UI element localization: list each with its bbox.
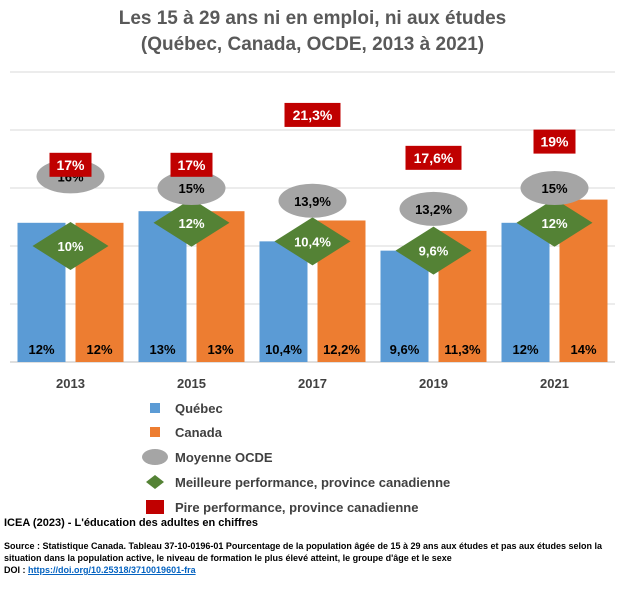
data-label-quebec: 12% [512, 342, 538, 357]
data-label-canada: 12,2% [323, 342, 360, 357]
x-tick-label: 2013 [56, 376, 85, 391]
credit-line: ICEA (2023) - L'éducation des adultes en… [4, 517, 259, 529]
source-line-1: Source : Statistique Canada. Tableau 37-… [4, 541, 603, 551]
marker-best [395, 226, 472, 275]
source-line-2: situation dans la population active, le … [4, 553, 452, 563]
chart-title-line1: Les 15 à 29 ans ni en emploi, ni aux étu… [118, 8, 507, 29]
data-label-worst: 17% [177, 157, 206, 173]
doi-link[interactable]: https://doi.org/10.25318/3710019601-fra [28, 565, 196, 575]
marker-best [274, 217, 351, 266]
marker-best [32, 222, 109, 270]
x-tick-label: 2019 [419, 376, 448, 391]
legend-marker-rect [146, 500, 164, 514]
data-label-canada: 12% [86, 342, 112, 357]
marker-worst [49, 152, 92, 177]
marker-ocde [278, 183, 347, 218]
legend-label-quebec: Québec [175, 401, 223, 416]
legend-label-canada: Canada [175, 425, 222, 440]
data-label-best: 12% [178, 216, 204, 231]
data-label-best: 9,6% [419, 244, 449, 259]
data-label-worst: 21,3% [293, 107, 333, 123]
legend-marker-square [150, 427, 160, 437]
data-label-canada: 13% [207, 342, 233, 357]
data-label-best: 12% [541, 216, 567, 231]
marker-worst [284, 102, 341, 127]
data-label-worst: 19% [540, 134, 569, 150]
data-label-quebec: 12% [28, 342, 54, 357]
marker-ocde [157, 171, 226, 205]
legend-marker-ellipse [142, 449, 168, 465]
data-label-ocde: 13,9% [294, 194, 331, 209]
legend-marker-diamond [146, 475, 164, 489]
x-tick-label: 2015 [177, 376, 206, 391]
legend-label-worst: Pire performance, province canadienne [175, 500, 419, 515]
data-label-quebec: 13% [149, 342, 175, 357]
marker-ocde [520, 171, 589, 205]
marker-worst [405, 145, 462, 170]
data-label-worst: 17,6% [414, 150, 454, 166]
bar-quebec [380, 250, 429, 362]
data-label-ocde: 15% [178, 181, 204, 196]
data-label-canada: 11,3% [444, 342, 481, 357]
marker-ocde [399, 191, 468, 226]
legend-label-ocde: Moyenne OCDE [175, 450, 273, 465]
chart-title-line2: (Québec, Canada, OCDE, 2013 à 2021) [140, 34, 485, 55]
data-label-best: 10% [57, 239, 83, 254]
marker-worst [533, 129, 576, 154]
data-label-ocde: 15% [541, 181, 567, 196]
bar-quebec [501, 222, 550, 362]
data-label-ocde: 13,2% [415, 202, 452, 217]
x-tick-label: 2021 [540, 376, 569, 391]
marker-best [516, 198, 593, 247]
legend-marker-square [150, 403, 160, 413]
data-label-quebec: 10,4% [265, 342, 302, 357]
doi-label: DOI : [4, 565, 28, 575]
legend-label-best: Meilleure performance, province canadien… [175, 475, 451, 490]
data-label-worst: 17% [56, 157, 85, 173]
data-label-best: 10,4% [294, 234, 331, 249]
marker-best [153, 198, 230, 247]
marker-worst [170, 152, 213, 177]
data-label-quebec: 9,6% [390, 342, 420, 357]
doi-line: DOI : https://doi.org/10.25318/371001960… [4, 565, 196, 575]
bar-quebec [259, 241, 308, 362]
data-label-canada: 14% [570, 342, 596, 357]
x-tick-label: 2017 [298, 376, 327, 391]
